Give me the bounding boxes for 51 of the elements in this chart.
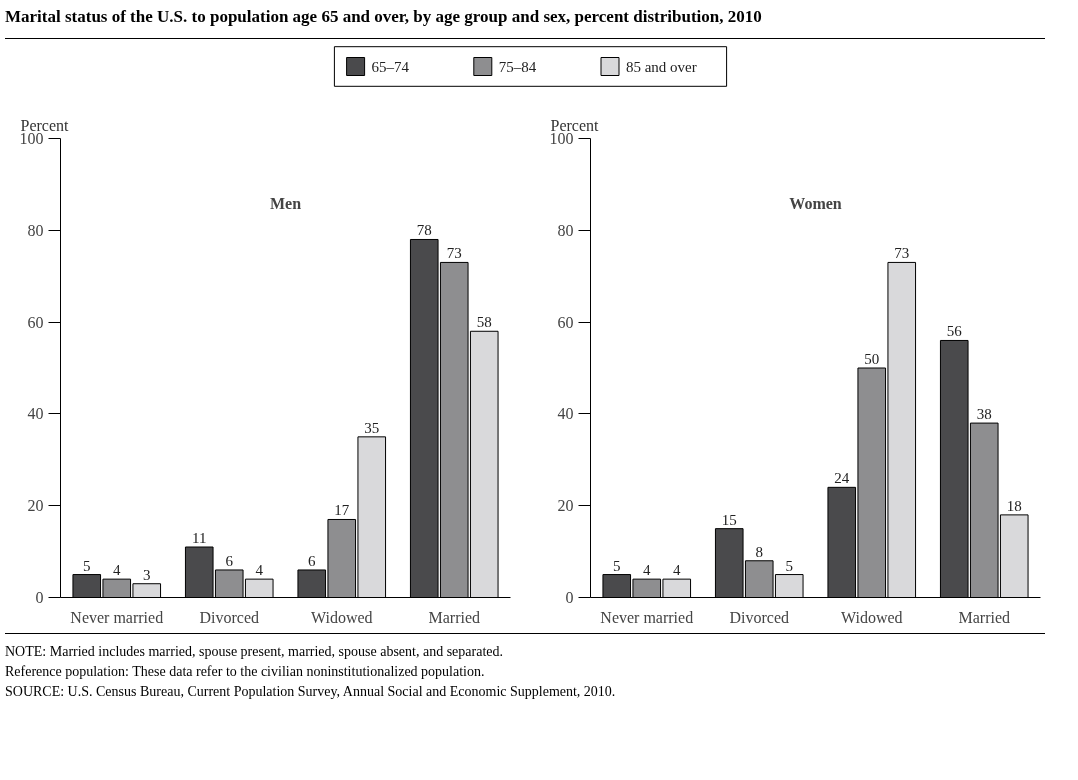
y-tick-label: 20 xyxy=(27,497,44,515)
text: Reference population: These data refer to the civilian noninstitutionalized population. xyxy=(5,664,485,679)
data-label: 4 xyxy=(673,562,681,579)
data-label: 78 xyxy=(416,222,432,239)
data-label: 6 xyxy=(225,552,234,569)
data-label: 38 xyxy=(976,406,992,423)
source-note: SOURCE: U.S. Census Bureau, Current Population Survey, Annual Social and Economic Supplement, 2010. xyxy=(5,684,616,699)
y-tick-label: 80 xyxy=(557,221,574,239)
data-label: 8 xyxy=(755,543,763,560)
y-tick-label: 60 xyxy=(27,313,44,331)
y-tick-label: 80 xyxy=(27,221,44,239)
text: Men xyxy=(269,194,302,212)
legend-label: 65–74 xyxy=(371,58,410,75)
data-label: 73 xyxy=(446,245,462,262)
text: NOTE: Married includes married, spouse present, married, spouse absent, and separated. xyxy=(5,644,504,659)
text: Women xyxy=(789,194,842,212)
data-label: 3 xyxy=(143,566,151,583)
data-label: 18 xyxy=(1006,497,1022,514)
data-label: 58 xyxy=(476,314,492,331)
data-label: 6 xyxy=(308,552,316,569)
data-label: 35 xyxy=(364,419,380,436)
x-tick-label: Married xyxy=(428,608,481,626)
x-tick-label: Widowed xyxy=(310,608,373,626)
y-tick-label: 0 xyxy=(35,589,44,606)
x-tick-label: Divorced xyxy=(729,608,790,626)
data-label: 56 xyxy=(946,323,963,340)
y-tick-label: 60 xyxy=(557,313,574,331)
x-tick-label: Married xyxy=(958,608,1011,626)
chart-title: Marital status of the U.S. to population age 65 and over, by age group and sex, percent distribution, 2010 xyxy=(5,7,762,26)
data-label: 5 xyxy=(785,557,793,574)
data-label: 11 xyxy=(192,530,207,547)
data-label: 4 xyxy=(643,562,651,579)
legend-label: 75–84 xyxy=(498,58,537,75)
x-tick-label: Divorced xyxy=(199,608,260,626)
y-tick-label: 0 xyxy=(565,589,574,606)
data-label: 50 xyxy=(864,351,880,367)
data-label: 5 xyxy=(613,557,621,574)
data-label: 17 xyxy=(334,502,350,519)
legend-label: 85 and over xyxy=(625,58,697,75)
data-label: 4 xyxy=(113,562,121,579)
x-tick-label: Never married xyxy=(600,608,694,626)
x-tick-label: Never married xyxy=(70,608,164,626)
data-label: 5 xyxy=(83,557,91,574)
y-tick-label: 40 xyxy=(27,405,44,423)
x-tick-label: Widowed xyxy=(840,608,903,626)
data-label: 15 xyxy=(721,511,737,528)
data-label: 73 xyxy=(894,245,910,262)
y-tick-label: 20 xyxy=(557,497,574,515)
data-label: 4 xyxy=(255,562,264,579)
y-tick-label: 40 xyxy=(557,405,574,423)
data-label: 24 xyxy=(834,470,850,487)
